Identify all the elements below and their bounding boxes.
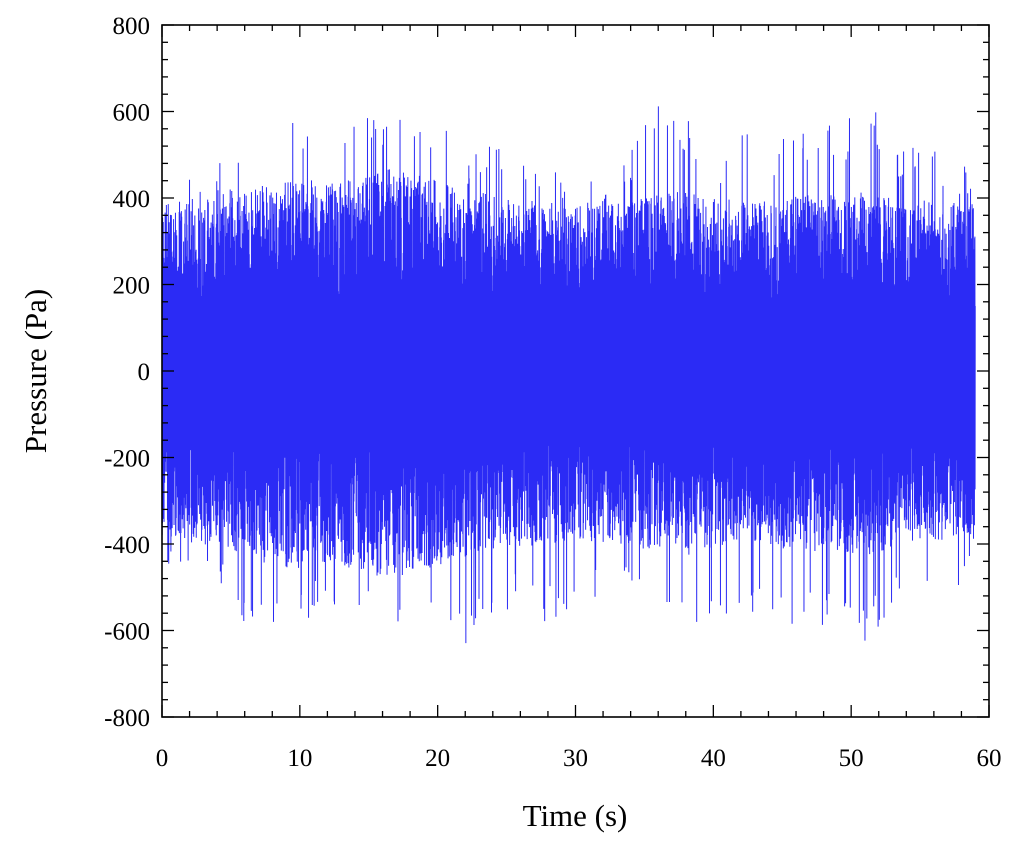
x-tick-label: 20 bbox=[425, 745, 450, 772]
y-tick-label: -600 bbox=[104, 619, 150, 646]
y-tick-label: -400 bbox=[104, 532, 150, 559]
x-axis-title: Time (s) bbox=[523, 798, 628, 833]
pressure-series-line bbox=[162, 106, 976, 644]
y-axis-title: Pressure (Pa) bbox=[18, 289, 53, 453]
y-tick-label: 200 bbox=[113, 273, 151, 300]
y-tick-label: 0 bbox=[138, 359, 151, 386]
x-tick-label: 40 bbox=[701, 745, 726, 772]
y-tick-label: 800 bbox=[113, 13, 151, 40]
x-tick-label: 10 bbox=[287, 745, 312, 772]
y-tick-label: -200 bbox=[104, 446, 150, 473]
x-tick-label: 30 bbox=[563, 745, 588, 772]
y-tick-label: 400 bbox=[113, 186, 151, 213]
x-tick-label: 0 bbox=[156, 745, 169, 772]
x-tick-labels: 0 10 20 30 40 50 60 bbox=[156, 745, 1002, 772]
y-tick-label: -800 bbox=[104, 705, 150, 732]
signal-layer bbox=[162, 106, 976, 644]
y-tick-labels: 800 600 400 200 0 -200 -400 -600 -800 bbox=[104, 13, 150, 732]
x-tick-label: 50 bbox=[839, 745, 864, 772]
x-tick-label: 60 bbox=[977, 745, 1002, 772]
ticks-layer bbox=[161, 24, 990, 718]
y-tick-label: 600 bbox=[113, 100, 151, 127]
